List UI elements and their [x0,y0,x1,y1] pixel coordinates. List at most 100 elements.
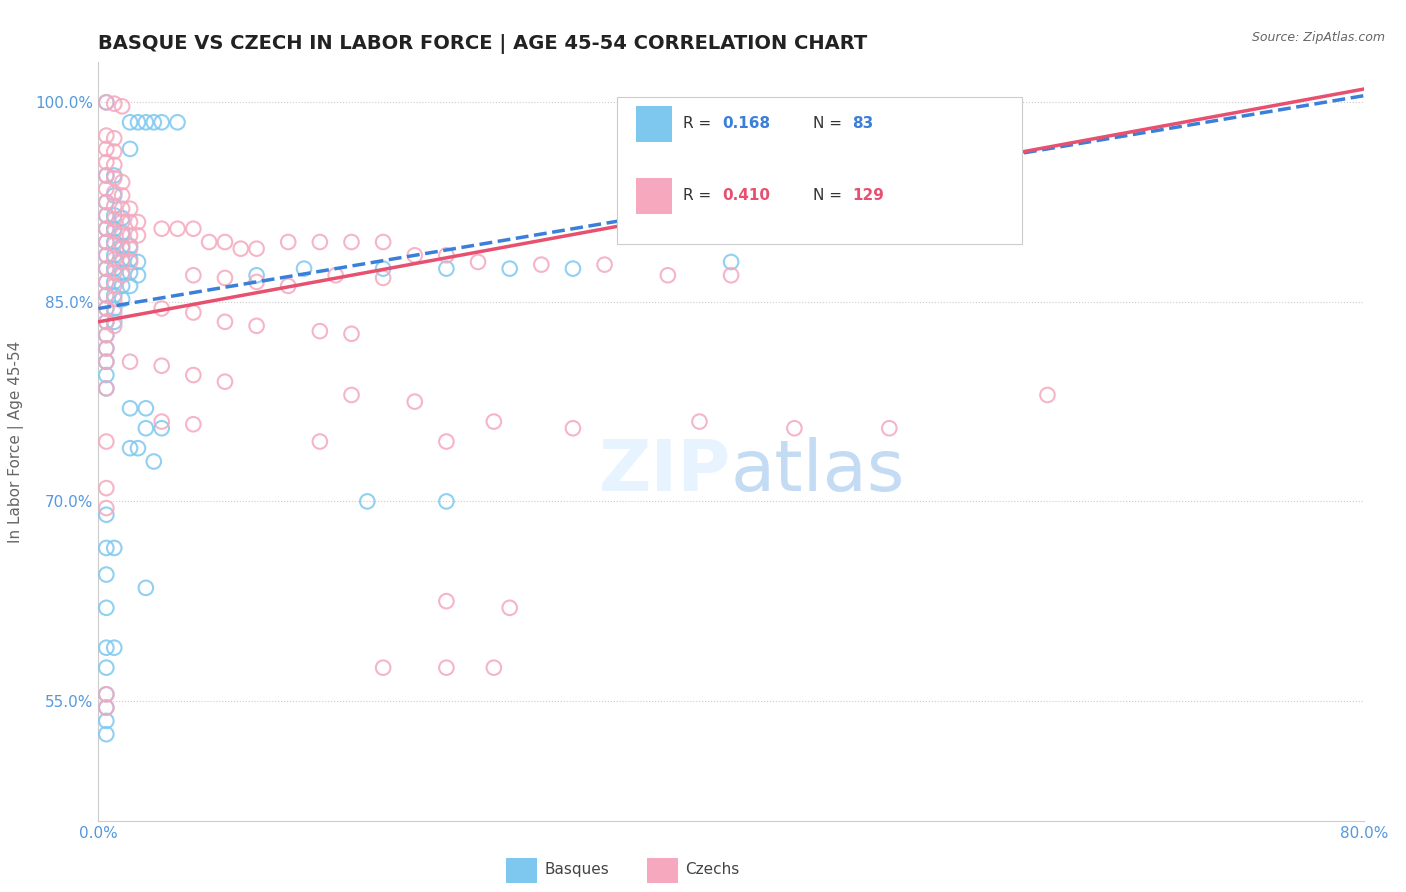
Point [436,248,458,262]
Point [482,661,505,675]
Point [150,301,173,316]
Point [96,169,118,183]
Bar [636,178,672,214]
Point [371,271,394,285]
Point [103,640,125,655]
Point [142,454,165,468]
Point [111,215,134,229]
Point [103,275,125,289]
Text: 0.410: 0.410 [723,187,770,202]
Point [103,145,125,159]
Point [135,421,157,435]
Point [111,242,134,256]
Point [96,208,118,222]
Bar [636,105,672,142]
Point [371,235,394,249]
Point [467,255,489,269]
Point [96,95,118,110]
Text: ZIP: ZIP [599,437,731,507]
Bar [617,96,1022,244]
Point [720,268,742,283]
Point [404,394,426,409]
Point [120,202,141,216]
Point [498,600,520,615]
Point [436,661,458,675]
Point [120,266,141,280]
Point [96,169,118,183]
Point [111,266,134,280]
Point [120,279,141,293]
Point [111,228,134,243]
Point [150,115,173,129]
Point [96,355,118,369]
Point [103,292,125,306]
Point [142,115,165,129]
Point [103,169,125,183]
Point [214,235,236,249]
Point [214,271,236,285]
Point [96,355,118,369]
Point [96,501,118,516]
Text: BASQUE VS CZECH IN LABOR FORCE | AGE 45-54 CORRELATION CHART: BASQUE VS CZECH IN LABOR FORCE | AGE 45-… [98,34,868,54]
Point [127,115,149,129]
Point [183,268,205,283]
Point [96,301,118,316]
Point [111,188,134,202]
Point [96,315,118,329]
Point [120,115,141,129]
Point [96,261,118,276]
Point [96,155,118,169]
Point [103,266,125,280]
Point [120,252,141,267]
Point [150,221,173,235]
Point [150,415,173,429]
Y-axis label: In Labor Force | Age 45-54: In Labor Force | Age 45-54 [8,341,24,542]
Point [96,342,118,356]
Point [96,687,118,701]
Point [127,441,149,455]
Point [309,324,332,338]
Point [135,115,157,129]
Point [720,255,742,269]
Point [436,594,458,608]
Point [214,375,236,389]
Point [96,434,118,449]
Point [340,326,363,341]
Point [292,261,315,276]
Point [96,288,118,302]
Point [96,221,118,235]
Point [96,541,118,555]
Point [183,417,205,432]
Point [96,275,118,289]
Point [103,279,125,293]
Point [120,242,141,256]
Point [96,182,118,196]
Point [325,268,347,283]
Point [96,275,118,289]
Point [96,600,118,615]
Point [498,261,520,276]
Point [111,292,134,306]
Point [96,687,118,701]
Point [135,581,157,595]
Point [340,388,363,402]
Point [246,242,269,256]
Point [103,301,125,316]
Point [96,661,118,675]
Point [96,95,118,110]
Text: R =: R = [683,116,716,130]
Point [127,268,149,283]
Point [96,315,118,329]
Point [96,195,118,210]
Point [246,268,269,283]
Point [436,261,458,276]
Point [96,142,118,156]
Text: Source: ZipAtlas.com: Source: ZipAtlas.com [1251,31,1385,45]
Point [111,211,134,225]
Point [96,235,118,249]
Point [103,186,125,200]
Point [96,640,118,655]
Point [103,188,125,202]
Point [103,252,125,267]
Point [561,261,585,276]
